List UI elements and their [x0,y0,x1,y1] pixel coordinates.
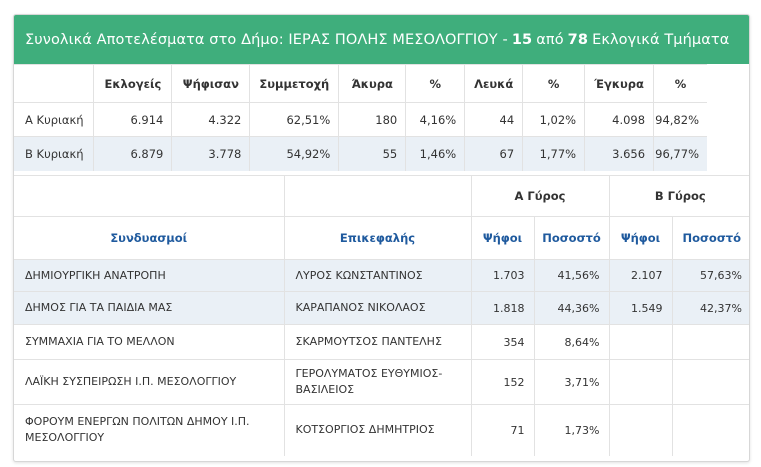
leader-name: ΣΚΑΡΜΟΥΤΣΟΣ ΠΑΝΤΕΛΗΣ [283,324,471,360]
votes-a: 1.703 [470,259,534,292]
summary-col-header: Εκλογείς [93,64,172,103]
summary-col-header: Ψήφισαν [171,64,250,103]
coalition-name: ΔΗΜΙΟΥΡΓΙΚΗ ΑΝΑΤΡΟΠΗ [14,259,284,292]
summary-cell: 6.914 [93,102,172,137]
coalition-name: ΔΗΜΟΣ ΓΙΑ ΤΑ ΠΑΙΔΙΑ ΜΑΣ [14,291,284,325]
round-header-row: Α Γύρος Β Γύρος [14,175,749,217]
votes-b [608,324,672,360]
summary-cell: 55 [338,136,406,171]
summary-cell: 4.322 [171,102,250,137]
percent-b: 57,63% [671,259,749,292]
header-middle: από [536,31,564,48]
header-title: Συνολικά Αποτελέσματα στο Δήμο: ΙΕΡΑΣ ΠΟ… [25,31,508,48]
percent-a: 8,64% [533,324,609,360]
summary-col-header: % [405,64,465,103]
summary-cell: 1,02% [522,102,585,137]
summary-cell: 4,16% [405,102,465,137]
percent-a: 44,36% [533,291,609,325]
header-suffix: Εκλογικά Τμήματα [592,31,730,48]
table-row: ΔΗΜΟΣ ΓΙΑ ΤΑ ΠΑΙΔΙΑ ΜΑΣ ΚΑΡΑΠΑΝΟΣ ΝΙΚΟΛΑ… [14,291,749,325]
round-a-header: Α Γύρος [470,175,609,217]
summary-row-second-sunday: Β Κυριακή 6.879 3.778 54,92% 55 1,46% 67… [14,136,707,171]
votes-a: 71 [470,404,534,456]
votes-b: 2.107 [608,259,672,292]
summary-cell: 1,77% [522,136,585,171]
summary-col-header: Άκυρα [338,64,406,103]
summary-col-header: Έγκυρα [584,64,654,103]
summary-table: Εκλογείς Ψήφισαν Συμμετοχή Άκυρα % Λευκά… [14,64,707,171]
percent-b-header: Ποσοστό [671,216,749,260]
leader-name: ΚΟΤΣΟΡΓΙΟΣ ΔΗΜΗΤΡΙΟΣ [283,404,471,456]
table-row: ΛΑΪΚΗ ΣΥΣΠΕΙΡΩΣΗ Ι.Π. ΜΕΣΟΛΟΓΓΙΟΥ ΓΕΡΟΛΥ… [14,359,749,405]
percent-b [671,404,749,456]
votes-a: 1.818 [470,291,534,325]
votes-b [608,359,672,405]
coalition-name: ΛΑΪΚΗ ΣΥΣΠΕΙΡΩΣΗ Ι.Π. ΜΕΣΟΛΟΓΓΙΟΥ [14,359,284,405]
votes-b: 1.549 [608,291,672,325]
votes-b-header: Ψήφοι [608,216,672,260]
percent-a: 3,71% [533,359,609,405]
summary-col-header [14,64,94,103]
round-b-header: Β Γύρος [608,175,749,217]
percent-b [671,324,749,360]
coalition-name: ΦΟΡΟΥΜ ΕΝΕΡΓΩΝ ΠΟΛΙΤΩΝ ΔΗΜΟΥ Ι.Π. ΜΕΣΟΛΟ… [14,404,284,456]
empty-header-cell [14,175,284,217]
votes-a-header: Ψήφοι [470,216,534,260]
summary-cell: 96,77% [653,136,707,171]
summary-cell: 67 [464,136,523,171]
percent-a-header: Ποσοστό [533,216,609,260]
summary-header-row: Εκλογείς Ψήφισαν Συμμετοχή Άκυρα % Λευκά… [14,64,707,103]
summary-cell: 44 [464,102,523,137]
summary-cell: 4.098 [584,102,654,137]
results-panel: Συνολικά Αποτελέσματα στο Δήμο: ΙΕΡΑΣ ΠΟ… [13,14,750,462]
summary-row-first-sunday: Α Κυριακή 6.914 4.322 62,51% 180 4,16% 4… [14,102,707,137]
coalition-name: ΣΥΜΜΑΧΙΑ ΓΙΑ ΤΟ ΜΕΛΛΟΝ [14,324,284,360]
summary-col-header: Λευκά [464,64,523,103]
summary-cell: 3.778 [171,136,250,171]
leader-name: ΛΥΡΟΣ ΚΩΝΣΤΑΝΤΙΝΟΣ [283,259,471,292]
summary-cell: 1,46% [405,136,465,171]
percent-a: 1,73% [533,404,609,456]
panel-header: Συνολικά Αποτελέσματα στο Δήμο: ΙΕΡΑΣ ΠΟ… [14,15,749,64]
candidates-table: Α Γύρος Β Γύρος Συνδυασμοί Επικεφαλής Ψή… [14,175,749,456]
summary-cell: 3.656 [584,136,654,171]
summary-col-header: % [522,64,585,103]
summary-col-header: % [653,64,707,103]
leader-header: Επικεφαλής [283,216,471,260]
table-row: ΣΥΜΜΑΧΙΑ ΓΙΑ ΤΟ ΜΕΛΛΟΝ ΣΚΑΡΜΟΥΤΣΟΣ ΠΑΝΤΕ… [14,324,749,360]
summary-cell: Β Κυριακή [14,136,94,171]
empty-header-cell [283,175,471,217]
summary-cell: 180 [338,102,406,137]
summary-cell: 62,51% [249,102,339,137]
votes-a: 354 [470,324,534,360]
summary-cell: Α Κυριακή [14,102,94,137]
table-row: ΔΗΜΙΟΥΡΓΙΚΗ ΑΝΑΤΡΟΠΗ ΛΥΡΟΣ ΚΩΝΣΤΑΝΤΙΝΟΣ … [14,259,749,292]
leader-name: ΓΕΡΟΛΥΜΑΤΟΣ ΕΥΘΥΜΙΟΣ-ΒΑΣΙΛΕΙΟΣ [283,359,471,405]
leader-name: ΚΑΡΑΠΑΝΟΣ ΝΙΚΟΛΑΟΣ [283,291,471,325]
total-sections: 78 [567,31,589,48]
votes-a: 152 [470,359,534,405]
summary-col-header: Συμμετοχή [249,64,339,103]
summary-cell: 54,92% [249,136,339,171]
counted-sections: 15 [511,31,533,48]
summary-cell: 94,82% [653,102,707,137]
percent-a: 41,56% [533,259,609,292]
table-row: ΦΟΡΟΥΜ ΕΝΕΡΓΩΝ ΠΟΛΙΤΩΝ ΔΗΜΟΥ Ι.Π. ΜΕΣΟΛΟ… [14,404,749,456]
votes-b [608,404,672,456]
column-header-row: Συνδυασμοί Επικεφαλής Ψήφοι Ποσοστό Ψήφο… [14,216,749,260]
percent-b: 42,37% [671,291,749,325]
percent-b [671,359,749,405]
coalitions-header: Συνδυασμοί [14,216,284,260]
summary-cell: 6.879 [93,136,172,171]
